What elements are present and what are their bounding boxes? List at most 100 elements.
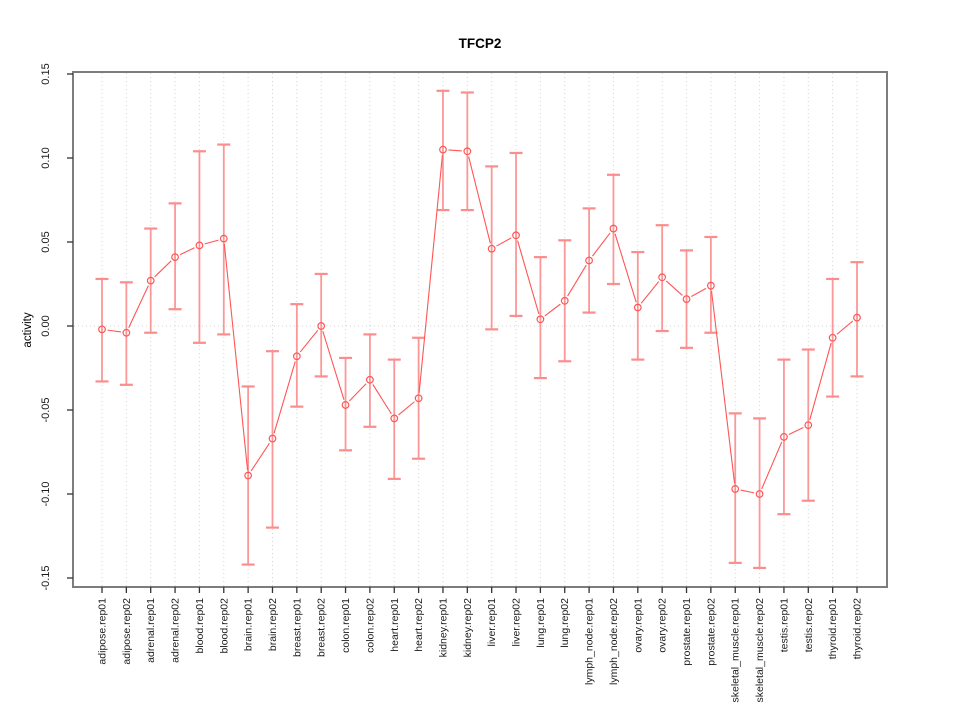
series-line-segment xyxy=(348,383,367,402)
data-point-marker xyxy=(98,325,106,334)
series-line-segment xyxy=(398,401,415,416)
series-line-segment xyxy=(299,329,319,353)
series-line-segment xyxy=(788,427,804,435)
x-tick-label: ovary.rep02 xyxy=(657,598,669,653)
x-tick-label: heart.rep02 xyxy=(413,598,425,652)
data-point-marker xyxy=(780,432,788,441)
x-tick-label: breast.rep02 xyxy=(316,598,328,657)
x-tick-label: colon.rep01 xyxy=(340,598,352,653)
series-line-segment xyxy=(496,237,512,247)
data-point-marker xyxy=(463,147,472,156)
x-tick-label: skeletal_muscle.rep02 xyxy=(754,598,766,703)
data-point-marker xyxy=(341,401,350,409)
data-point-marker xyxy=(439,145,447,154)
y-tick-label: 0.00 xyxy=(40,315,52,336)
data-point-marker xyxy=(633,303,642,312)
x-tick-label: thyroid.rep02 xyxy=(852,598,864,659)
x-tick-label: blood.rep01 xyxy=(194,598,206,654)
x-tick-label: brain.rep01 xyxy=(243,598,255,651)
chart-title: TFCP2 xyxy=(458,36,502,51)
x-tick-label: liver.rep02 xyxy=(511,598,523,647)
x-tick-label: skeletal_muscle.rep01 xyxy=(730,598,742,703)
data-point-marker xyxy=(731,485,740,493)
x-tick-label: testis.rep01 xyxy=(778,598,790,652)
x-tick-label: lung.rep01 xyxy=(535,598,547,648)
data-point-marker xyxy=(146,276,155,285)
series-line-segment xyxy=(640,281,660,304)
series-line-segment xyxy=(204,239,219,245)
x-tick-label: prostate.rep01 xyxy=(681,598,693,666)
y-tick-label: -0.15 xyxy=(40,565,52,590)
data-point-marker xyxy=(853,313,861,322)
data-point-marker xyxy=(195,241,204,250)
series-line-segment xyxy=(418,155,443,393)
data-point-marker xyxy=(585,256,593,265)
series-line-segment xyxy=(544,303,561,317)
plot-frame xyxy=(72,71,888,588)
x-tick-label: kidney.rep02 xyxy=(462,598,474,658)
data-point-marker xyxy=(244,471,253,480)
data-point-marker xyxy=(487,244,496,253)
x-tick-label: adrenal.rep01 xyxy=(145,598,157,663)
y-tick-label: 0.15 xyxy=(40,63,52,84)
series-line-segment xyxy=(273,361,296,434)
series-line-segment xyxy=(761,441,783,490)
series-line-segment xyxy=(517,240,540,315)
data-point-marker xyxy=(268,434,277,443)
x-tick-label: liver.rep01 xyxy=(486,598,498,647)
x-tick-label: lymph_node.rep01 xyxy=(584,598,596,685)
x-tick-label: lung.rep02 xyxy=(559,598,571,648)
x-tick-label: breast.rep01 xyxy=(291,598,303,657)
data-point-marker xyxy=(317,322,326,330)
series-line-segment xyxy=(809,342,832,420)
data-point-marker xyxy=(366,375,374,384)
x-tick-label: blood.rep02 xyxy=(218,598,230,654)
data-point-marker xyxy=(536,315,545,324)
series-line-segment xyxy=(665,280,683,296)
data-point-marker xyxy=(390,414,399,423)
x-tick-label: heart.rep01 xyxy=(389,598,401,652)
data-point-marker xyxy=(560,296,569,305)
x-tick-label: lymph_node.rep02 xyxy=(608,598,620,685)
y-tick-label: 0.10 xyxy=(40,147,52,168)
series-line-segment xyxy=(691,287,707,297)
series-line-segment xyxy=(154,260,172,278)
data-point-marker xyxy=(512,231,520,240)
series-line-segment xyxy=(591,232,611,257)
x-tick-label: adipose.rep01 xyxy=(97,598,109,665)
series-line-segment xyxy=(710,291,736,484)
data-point-marker xyxy=(828,333,837,342)
x-tick-label: kidney.rep01 xyxy=(437,598,449,658)
y-tick-label: -0.10 xyxy=(40,481,52,506)
x-tick-label: thyroid.rep01 xyxy=(827,598,839,659)
data-point-marker xyxy=(706,281,715,290)
data-point-marker xyxy=(414,394,423,403)
series-line-segment xyxy=(836,320,854,335)
x-tick-label: testis.rep02 xyxy=(803,598,815,652)
series-line-segment xyxy=(740,489,755,494)
series-line-segment xyxy=(179,247,195,256)
series-line-segment xyxy=(448,149,462,152)
x-tick-label: ovary.rep01 xyxy=(632,598,644,653)
data-point-marker xyxy=(171,253,179,262)
series-line-segment xyxy=(372,384,392,415)
series-line-segment xyxy=(468,156,491,244)
y-tick-label: -0.05 xyxy=(40,397,52,422)
data-point-marker xyxy=(658,273,667,282)
x-tick-label: colon.rep02 xyxy=(364,598,376,653)
x-tick-label: adrenal.rep02 xyxy=(170,598,182,663)
series-line-segment xyxy=(322,331,345,400)
series-line-segment xyxy=(250,442,270,472)
series-line-segment xyxy=(128,285,149,328)
series-line-segment xyxy=(223,244,249,471)
data-point-marker xyxy=(755,490,764,498)
data-point-marker xyxy=(682,295,691,304)
data-point-marker xyxy=(219,234,228,243)
series-line-segment xyxy=(107,329,121,333)
x-tick-label: prostate.rep02 xyxy=(705,598,717,666)
series-line-segment xyxy=(614,233,637,303)
y-tick-label: 0.05 xyxy=(40,231,52,252)
data-point-marker xyxy=(292,352,301,361)
